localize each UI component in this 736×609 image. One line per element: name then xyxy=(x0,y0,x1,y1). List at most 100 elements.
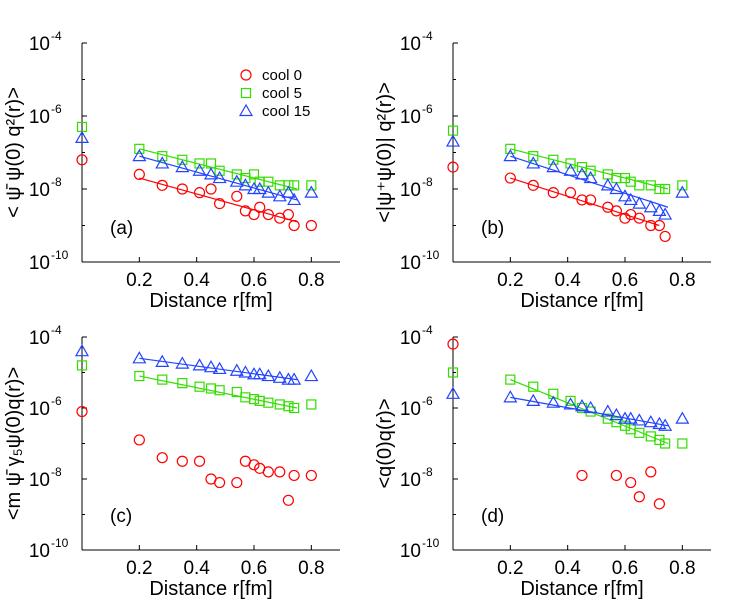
data-point-circle xyxy=(645,219,657,232)
data-point-triangle xyxy=(74,343,90,357)
data-point-circle xyxy=(274,466,286,478)
data-point-circle xyxy=(619,212,631,224)
data-point-triangle xyxy=(600,178,615,191)
data-point-square xyxy=(505,143,516,154)
series-cool-15 xyxy=(445,386,690,431)
data-point-circle xyxy=(156,179,168,191)
fit-line xyxy=(139,375,298,409)
data-point-circle xyxy=(282,494,294,506)
x-tick-label: 0.2 xyxy=(497,270,523,291)
fit-line xyxy=(510,396,669,427)
data-point-triangle xyxy=(546,395,561,408)
data-point-triangle xyxy=(304,368,319,382)
data-point-circle xyxy=(231,190,243,202)
data-point-triangle xyxy=(132,351,147,364)
data-point-circle xyxy=(288,469,300,482)
data-point-square xyxy=(505,374,516,385)
data-point-square xyxy=(157,151,168,162)
x-tick-label: 0.6 xyxy=(241,558,267,579)
data-point-square xyxy=(177,378,188,389)
data-point-square xyxy=(248,169,260,180)
data-point-triangle xyxy=(252,367,267,380)
series-cool-5 xyxy=(447,367,688,449)
x-tick-label: 0.6 xyxy=(241,270,267,291)
y-tick-exponent: -8 xyxy=(422,175,433,189)
data-point-square xyxy=(157,374,168,385)
x-tick-label: 0.4 xyxy=(554,270,581,291)
legend-marker-square xyxy=(240,87,252,99)
data-point-triangle xyxy=(212,170,227,184)
data-point-square xyxy=(214,385,225,396)
data-point-square xyxy=(654,183,665,195)
y-tick-exponent: -4 xyxy=(51,29,62,43)
y-tick-label: 10 xyxy=(29,253,50,274)
legend-marker-circle xyxy=(240,69,252,81)
data-point-triangle xyxy=(281,185,296,198)
y-tick-label: 10 xyxy=(29,399,50,420)
data-point-square xyxy=(447,367,459,378)
data-point-circle xyxy=(231,476,243,489)
data-point-triangle xyxy=(287,192,302,206)
data-point-square xyxy=(528,381,539,392)
data-point-triangle xyxy=(74,130,90,143)
panel-label: (a) xyxy=(110,218,133,239)
data-point-circle xyxy=(282,208,294,221)
y-tick-exponent: -10 xyxy=(422,248,440,262)
data-point-square xyxy=(677,180,688,191)
data-point-circle xyxy=(645,466,657,478)
y-tick-exponent: -8 xyxy=(51,465,62,479)
data-point-square xyxy=(306,180,317,191)
data-point-circle xyxy=(653,219,666,232)
y-tick-exponent: -8 xyxy=(51,175,62,189)
y-axis-title: <m ψ̄ γ₅ψ(0)q(r)> xyxy=(3,367,25,520)
panel-label: (b) xyxy=(481,218,504,239)
y-tick-exponent: -4 xyxy=(51,323,62,337)
data-point-triangle xyxy=(287,372,302,385)
data-point-circle xyxy=(305,469,317,482)
data-point-square xyxy=(214,165,225,176)
data-point-triangle xyxy=(238,365,253,378)
data-point-circle xyxy=(547,187,559,199)
y-axis-title: <|ψ⁺ψ(0)| q²(r)> xyxy=(374,82,396,223)
fit-line xyxy=(510,148,669,190)
data-point-square xyxy=(231,386,242,398)
data-point-circle xyxy=(133,168,145,180)
data-point-circle xyxy=(564,187,577,199)
y-tick-label: 10 xyxy=(400,470,421,491)
data-point-triangle xyxy=(623,411,638,424)
data-point-square xyxy=(134,370,145,382)
data-point-circle xyxy=(504,172,516,184)
x-tick-label: 0.8 xyxy=(669,558,695,579)
data-point-circle xyxy=(76,405,88,418)
y-tick-label: 10 xyxy=(400,34,421,55)
data-point-triangle xyxy=(609,407,624,421)
data-point-triangle xyxy=(623,192,638,206)
y-tick-exponent: -6 xyxy=(51,102,62,116)
y-tick-label: 10 xyxy=(400,541,421,562)
data-point-triangle xyxy=(583,170,598,184)
data-point-square xyxy=(677,438,688,449)
data-point-square xyxy=(306,399,317,410)
data-point-triangle xyxy=(175,356,190,369)
data-point-triangle xyxy=(574,167,590,180)
x-tick-label: 0.2 xyxy=(126,270,152,291)
data-point-triangle xyxy=(526,156,541,169)
panel-label: (c) xyxy=(110,506,132,527)
series-cool-15 xyxy=(74,130,319,206)
x-tick-label: 0.2 xyxy=(126,558,152,579)
series-cool-0 xyxy=(447,338,666,510)
x-axis-title: Distance r[fm] xyxy=(520,578,643,600)
data-point-triangle xyxy=(652,203,667,216)
y-tick-label: 10 xyxy=(400,180,421,201)
y-tick-label: 10 xyxy=(29,34,50,55)
y-tick-exponent: -8 xyxy=(422,465,433,479)
data-point-triangle xyxy=(652,416,667,430)
data-point-triangle xyxy=(212,361,227,375)
data-point-triangle xyxy=(203,359,219,373)
data-point-circle xyxy=(214,198,226,210)
data-point-triangle xyxy=(261,185,276,198)
y-tick-label: 10 xyxy=(29,180,50,201)
series-cool-5 xyxy=(447,125,688,195)
